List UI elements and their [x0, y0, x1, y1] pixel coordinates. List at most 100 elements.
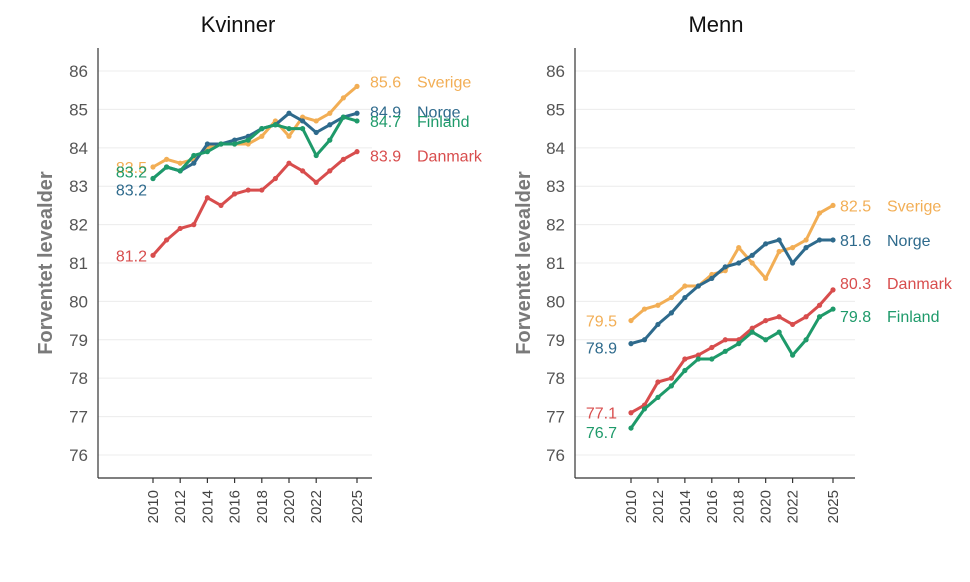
data-point-finland [191, 152, 197, 159]
data-point-sverige [668, 294, 675, 301]
start-value-label: 83.2 [116, 183, 147, 200]
data-point-danmark [722, 337, 728, 343]
data-point-sverige [340, 95, 346, 101]
y-axis-label-0: Forventet levealder [35, 171, 57, 355]
data-point-danmark [300, 168, 306, 174]
data-point-norge [232, 137, 238, 143]
data-point-finland [830, 306, 836, 312]
data-point-finland [722, 348, 728, 354]
y-tick-label: 86 [69, 62, 88, 81]
end-value-label: 83.9 [370, 149, 401, 166]
data-point-finland [668, 383, 675, 389]
data-point-danmark [286, 160, 292, 166]
data-point-sverige [763, 275, 769, 281]
start-value-label: 77.1 [586, 406, 617, 423]
data-point-danmark [354, 149, 360, 155]
series-name-label: Sverige [417, 74, 471, 91]
data-point-finland [218, 141, 224, 147]
end-value-label: 79.8 [840, 309, 871, 326]
y-tick-label: 83 [546, 177, 565, 196]
data-point-sverige [150, 164, 156, 170]
y-tick-label: 78 [546, 369, 565, 388]
data-point-sverige [816, 210, 823, 216]
data-point-norge [641, 337, 648, 343]
x-tick-label: 2014 [199, 490, 216, 523]
data-point-danmark [327, 168, 333, 174]
data-point-danmark [776, 314, 782, 320]
y-tick-label: 76 [546, 446, 565, 465]
data-point-sverige [655, 302, 661, 308]
data-point-norge [776, 237, 782, 243]
y-tick-label: 81 [546, 254, 565, 273]
y-tick-label: 77 [69, 408, 88, 427]
data-point-finland [803, 337, 809, 343]
data-point-finland [641, 406, 648, 412]
data-point-finland [695, 356, 701, 362]
data-point-danmark [177, 225, 183, 232]
series-line-sverige [629, 203, 835, 323]
data-point-norge [695, 283, 701, 289]
y-tick-label: 84 [69, 139, 88, 158]
data-point-sverige [164, 156, 170, 162]
x-tick-label: 2014 [677, 490, 694, 523]
series-line-finland [151, 115, 359, 180]
data-point-finland [816, 314, 823, 320]
data-point-sverige [776, 248, 782, 255]
start-value-label: 76.7 [586, 425, 617, 442]
data-point-finland [232, 141, 238, 147]
end-value-label: 81.6 [840, 233, 871, 250]
data-point-finland [286, 126, 292, 132]
series-line-norge [629, 238, 835, 346]
data-point-norge [286, 110, 292, 116]
data-point-sverige [749, 260, 755, 266]
data-point-danmark [150, 252, 156, 258]
data-point-danmark [628, 410, 634, 416]
data-point-norge [749, 252, 755, 258]
y-tick-label: 85 [69, 100, 88, 119]
data-point-norge [327, 122, 333, 128]
y-tick-label: 86 [546, 62, 565, 81]
data-point-sverige [327, 110, 333, 116]
y-tick-label: 76 [69, 446, 88, 465]
data-point-finland [682, 367, 688, 374]
data-point-sverige [300, 114, 306, 120]
data-point-danmark [272, 175, 278, 182]
data-point-danmark [164, 237, 170, 243]
data-point-finland [150, 175, 156, 182]
data-point-finland [259, 126, 265, 132]
data-point-danmark [218, 202, 224, 209]
data-point-danmark [313, 179, 319, 185]
series-name-label: Finland [887, 309, 939, 326]
data-point-norge [655, 321, 661, 328]
start-value-label: 79.5 [586, 314, 617, 331]
end-value-label: 84.9 [370, 104, 401, 121]
data-point-finland [709, 356, 715, 362]
end-value-label: 84.7 [370, 114, 401, 131]
x-tick-label: 2018 [731, 490, 748, 523]
panel-title-0: Kvinner [201, 12, 276, 37]
data-point-finland [655, 394, 661, 400]
data-point-danmark [790, 321, 796, 328]
data-point-sverige [830, 202, 836, 209]
data-point-danmark [763, 317, 769, 324]
data-point-sverige [736, 245, 742, 251]
data-point-sverige [641, 306, 648, 312]
x-tick-label: 2022 [308, 490, 325, 523]
data-point-norge [682, 294, 688, 301]
data-point-danmark [191, 222, 197, 228]
y-tick-label: 82 [546, 216, 565, 235]
end-value-label: 80.3 [840, 276, 871, 293]
data-point-sverige [259, 133, 265, 139]
data-point-sverige [628, 317, 634, 324]
data-point-sverige [790, 245, 796, 251]
y-tick-label: 79 [69, 331, 88, 350]
series-line-finland [629, 307, 835, 430]
y-tick-label: 81 [69, 254, 88, 273]
data-point-finland [300, 126, 306, 132]
data-point-finland [327, 137, 333, 143]
data-point-norge [709, 275, 715, 281]
data-point-danmark [709, 344, 715, 351]
data-point-danmark [816, 302, 823, 308]
start-value-label: 83.5 [116, 160, 147, 177]
y-tick-label: 78 [69, 369, 88, 388]
